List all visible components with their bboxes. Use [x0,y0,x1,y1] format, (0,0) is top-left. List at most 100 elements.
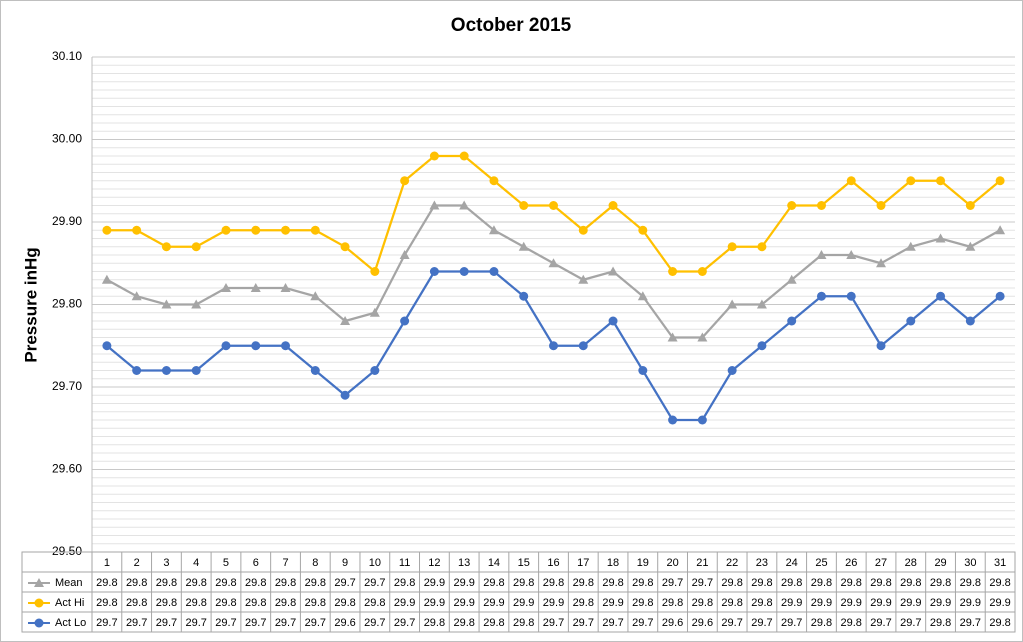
data-point [161,366,171,375]
data-point [727,242,737,252]
x-tick-label: 26 [845,557,857,569]
data-point [370,366,380,375]
data-point [876,341,886,351]
table-value: 29.8 [989,617,1010,629]
table-value: 29.9 [930,597,951,609]
table-value: 29.8 [305,597,326,609]
table-value: 29.8 [751,577,772,589]
y-tick-label: 30.00 [52,132,82,146]
data-point [995,291,1005,301]
data-point [191,366,201,375]
table-value: 29.8 [513,577,534,589]
data-point [549,341,558,351]
table-value: 29.9 [483,597,504,609]
table-value: 29.8 [721,597,742,609]
data-point [191,299,202,309]
table-value: 29.8 [364,597,385,609]
data-point [608,266,619,276]
data-point [459,151,469,161]
data-point [727,366,737,375]
data-point [251,341,261,351]
data-point [459,200,470,210]
x-tick-label: 10 [369,557,381,569]
table-value: 29.6 [334,617,355,629]
table-value: 29.7 [781,617,802,629]
data-point [220,283,231,292]
data-point [608,316,618,326]
table-value: 29.8 [573,577,594,589]
x-tick-label: 24 [786,557,798,569]
data-point [132,225,142,235]
data-point [608,201,618,210]
y-tick-label: 29.90 [52,214,82,228]
data-point [161,299,172,309]
table-value: 29.8 [692,597,713,609]
data-point [101,274,112,284]
data-point [727,299,738,309]
data-point [905,241,916,251]
table-value: 29.7 [305,617,326,629]
table-value: 29.8 [662,597,683,609]
table-value: 29.7 [364,577,385,589]
table-value: 29.8 [632,577,653,589]
table-value: 29.7 [751,617,772,629]
table-value: 29.7 [96,617,117,629]
data-point [816,291,826,301]
data-point [965,241,976,251]
x-tick-label: 4 [193,557,199,569]
data-point [697,332,708,342]
data-point [935,233,946,243]
table-value: 29.7 [900,617,921,629]
data-point [310,225,320,235]
table-value: 29.8 [156,597,177,609]
data-point [519,201,529,210]
table-value: 29.8 [841,577,862,589]
table-value: 29.9 [513,597,534,609]
data-point [757,341,767,351]
x-tick-label: 29 [934,557,946,569]
data-point [280,283,291,292]
data-point [429,151,439,161]
data-point [936,176,946,186]
legend-label: Act Lo [55,617,86,629]
table-value: 29.8 [453,617,474,629]
table-value: 29.8 [126,577,147,589]
table-value: 29.9 [424,597,445,609]
chart-title: October 2015 [451,15,572,36]
data-point [578,341,588,351]
table-value: 29.9 [394,597,415,609]
table-value: 29.6 [692,617,713,629]
data-point [340,316,351,325]
x-tick-label: 23 [756,557,768,569]
data-point [548,258,559,268]
data-point [221,225,231,235]
x-tick-label: 2 [134,557,140,569]
x-tick-label: 19 [637,557,649,569]
table-value: 29.8 [185,577,206,589]
x-tick-label: 27 [875,557,887,569]
table-value: 29.7 [870,617,891,629]
x-tick-label: 11 [399,557,410,569]
x-tick-label: 14 [488,557,500,569]
data-point [846,176,856,186]
data-point [936,291,946,301]
table-value: 29.7 [662,577,683,589]
legend-marker [34,618,44,628]
data-point [102,225,112,235]
table-value: 29.9 [960,597,981,609]
table-value: 29.7 [692,577,713,589]
table-value: 29.9 [841,597,862,609]
table-value: 29.7 [602,617,623,629]
table-value: 29.7 [960,617,981,629]
table-value: 29.8 [751,597,772,609]
y-axis-label: Pressure inHg [21,247,40,362]
legend-marker [34,598,44,608]
table-value: 29.8 [811,577,832,589]
y-tick-label: 29.80 [52,297,82,311]
table-value: 29.8 [156,577,177,589]
table-value: 29.7 [156,617,177,629]
table-value: 29.8 [483,577,504,589]
data-point [965,201,975,210]
table-value: 29.7 [185,617,206,629]
